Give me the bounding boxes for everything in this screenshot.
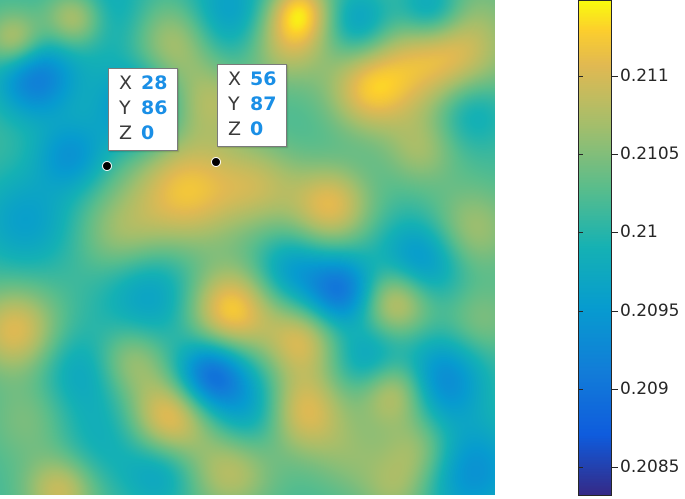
colorbar-tick: [612, 76, 618, 77]
datatip-2-z-value: 0: [250, 118, 264, 140]
colorbar-tick-inner: [578, 311, 583, 312]
datatip-2-y-value: 87: [250, 93, 277, 115]
colorbar-tick-label: 0.209: [620, 379, 669, 399]
datatip-1-x-value: 28: [141, 72, 168, 94]
colorbar-tick: [612, 311, 618, 312]
datatip-1-x-row: X 28: [119, 71, 167, 96]
colorbar-tick-label: 0.2085: [620, 457, 680, 477]
datatip-2-y-row: Y 87: [228, 92, 276, 117]
datatip-2-marker[interactable]: [211, 157, 221, 167]
datatip-1-x-label: X: [119, 72, 133, 94]
colorbar-tick-label: 0.211: [620, 66, 669, 86]
colorbar-tick-label: 0.21: [620, 222, 658, 242]
datatip-1-y-label: Y: [119, 97, 131, 119]
colorbar-tick: [612, 467, 618, 468]
datatip-1-y-row: Y 86: [119, 96, 167, 121]
colorbar-tick-inner: [578, 76, 583, 77]
colorbar-tick-inner: [578, 389, 583, 390]
datatip-1-z-value: 0: [141, 122, 155, 144]
datatip-2-z-label: Z: [228, 118, 242, 140]
datatip-2-x-value: 56: [250, 68, 277, 90]
colorbar-tick-inner: [578, 467, 583, 468]
datatip-2-x-row: X 56: [228, 67, 276, 92]
colorbar-tick: [612, 389, 618, 390]
datatip-1-z-label: Z: [119, 122, 133, 144]
datatip-2-y-label: Y: [228, 93, 240, 115]
datatip-2-x-label: X: [228, 68, 242, 90]
colorbar: [578, 0, 612, 496]
colorbar-tick-inner: [578, 232, 583, 233]
colorbar-tick-label: 0.2105: [620, 144, 680, 164]
colorbar-tick: [612, 154, 618, 155]
datatip-1-marker[interactable]: [102, 161, 112, 171]
datatip-1-y-value: 86: [141, 97, 168, 119]
colorbar-tick-inner: [578, 154, 583, 155]
colorbar-tick-label: 0.2095: [620, 301, 680, 321]
colorbar-tick: [612, 232, 618, 233]
